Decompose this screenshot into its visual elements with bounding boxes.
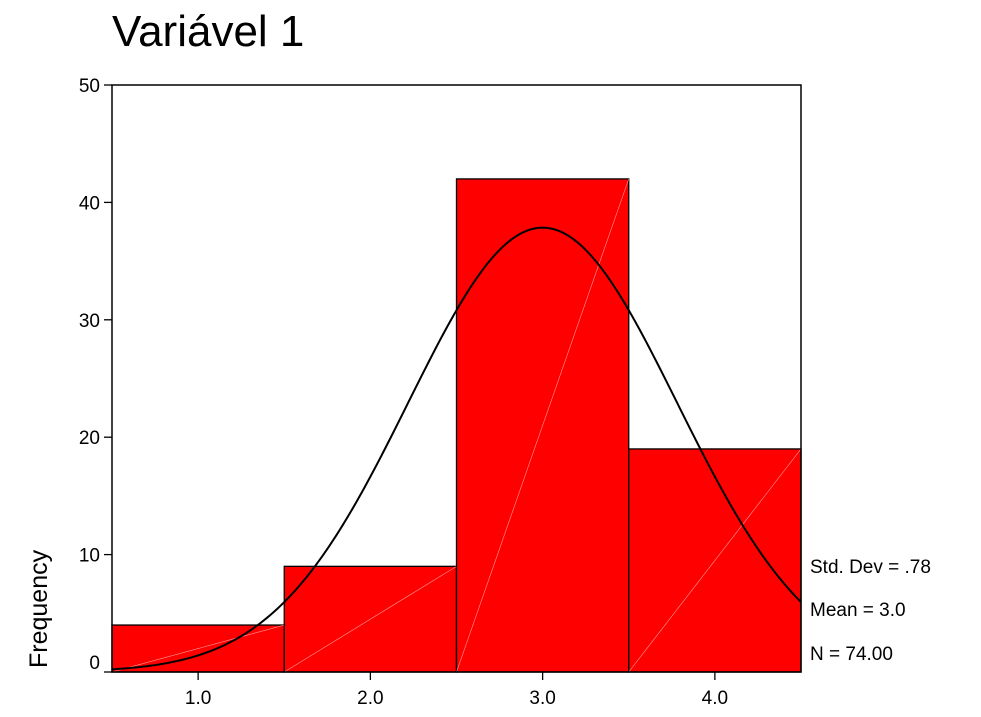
plot-frame bbox=[111, 84, 802, 673]
y-axis-label: Frequency bbox=[25, 549, 53, 668]
stat-line-2: Mean = 3.0 bbox=[810, 600, 906, 621]
bar-hatch-line-2 bbox=[284, 566, 457, 673]
stats-box: Std. Dev = .78 Mean = 3.0 N = 74.00 bbox=[810, 557, 931, 665]
y-tick-label-5: 50 bbox=[79, 76, 100, 97]
bar-hatch-line-1 bbox=[111, 624, 285, 673]
bar-hatch-line-4 bbox=[628, 448, 802, 673]
y-tick-label-1: 10 bbox=[79, 546, 100, 567]
x-tick-label-1: 2.0 bbox=[357, 688, 383, 709]
y-tick-label-4: 40 bbox=[79, 193, 100, 214]
stat-line-3: N = 74.00 bbox=[810, 644, 893, 665]
stat-line-1: Std. Dev = .78 bbox=[810, 557, 931, 578]
y-tick-label-0: 0 bbox=[89, 653, 100, 674]
y-tick-label-3: 30 bbox=[79, 311, 100, 332]
bar-hatch-line-3 bbox=[456, 178, 630, 673]
x-tick-label-3: 4.0 bbox=[702, 688, 728, 709]
plot-area: 0 10 20 30 40 50 1.0 2.0 3.0 4.0 bbox=[79, 76, 802, 709]
y-tick-label-2: 20 bbox=[79, 428, 100, 449]
chart-title: Variável 1 bbox=[112, 7, 304, 56]
x-tick-label-2: 3.0 bbox=[529, 688, 555, 709]
x-tick-label-0: 1.0 bbox=[185, 688, 211, 709]
normal-curve bbox=[111, 226, 802, 671]
